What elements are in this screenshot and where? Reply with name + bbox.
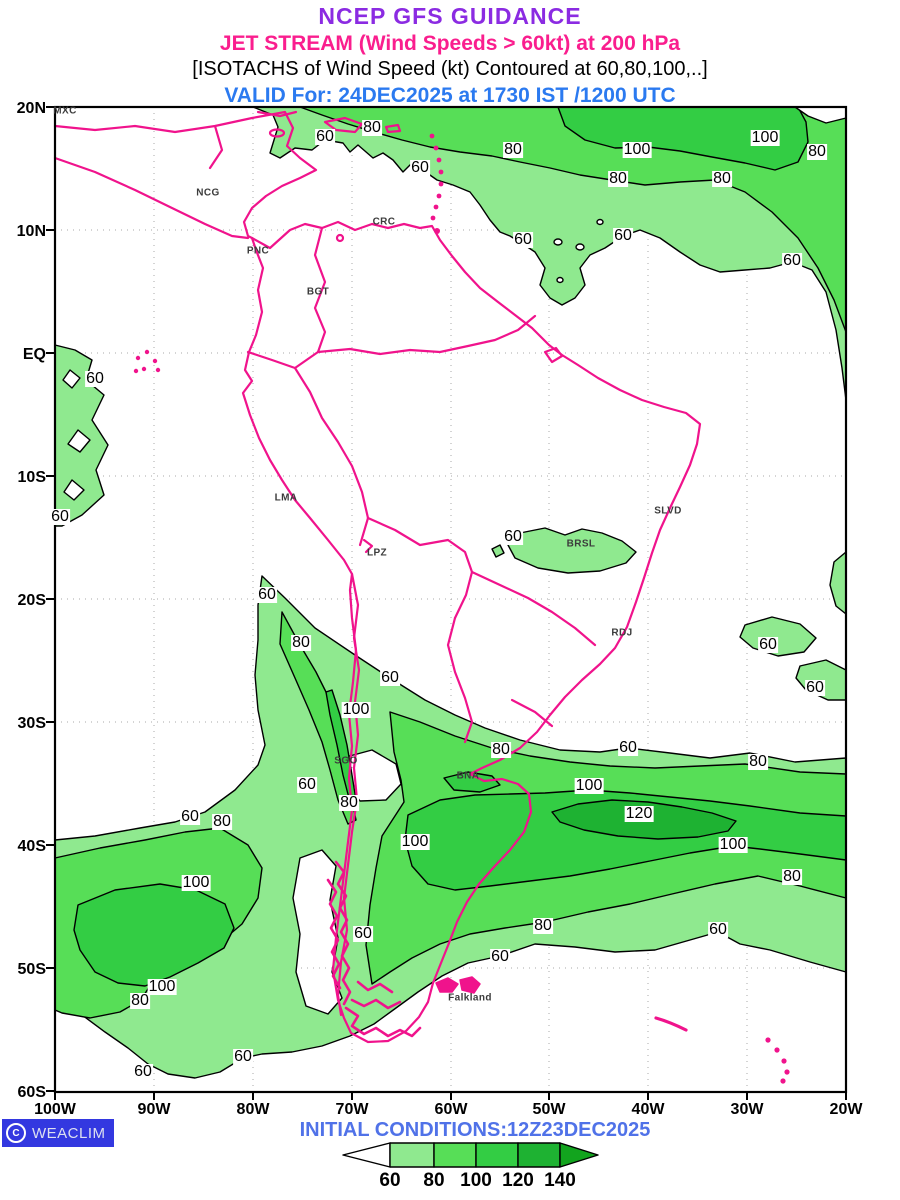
south-america-coast <box>241 220 702 1044</box>
legend-box-80 <box>433 1142 477 1168</box>
isotach-100-bna-patch <box>443 771 501 793</box>
lat-tick-50S: 50S <box>18 961 47 978</box>
isotach-100-sw-pacific <box>73 883 235 987</box>
isotach-100-atlantic-jet <box>404 789 847 891</box>
lat-tick-10N: 10N <box>17 223 46 240</box>
legend-box-60 <box>389 1142 435 1168</box>
legend-arrow-right <box>559 1142 599 1168</box>
legend-value-140: 140 <box>544 1170 576 1191</box>
legend-value-80: 80 <box>423 1170 444 1191</box>
falkland-islands <box>435 976 481 994</box>
lon-tick-90W: 90W <box>138 1101 172 1118</box>
lat-tick-60S: 60S <box>18 1084 47 1101</box>
isotach-100-caribbean <box>557 106 809 171</box>
lon-tick-80W: 80W <box>237 1101 271 1118</box>
legend-value-100: 100 <box>460 1170 492 1191</box>
lat-tick-30S: 30S <box>18 715 47 732</box>
lon-tick-60W: 60W <box>435 1101 469 1118</box>
subtitle-isotachs: [ISOTACHS of Wind Speed (kt) Contoured a… <box>192 58 708 80</box>
lon-tick-100W: 100W <box>34 1101 77 1118</box>
page-title: NCEP GFS GUIDANCE <box>318 3 582 29</box>
isotach-60-patch <box>739 616 817 657</box>
isotach-60-brazil <box>507 527 637 574</box>
lat-tick-10S: 10S <box>18 469 47 486</box>
lat-tick-40S: 40S <box>18 838 47 855</box>
initial-conditions-line: INITIAL CONDITIONS:12Z23DEC2025 <box>299 1119 651 1141</box>
lon-tick-70W: 70W <box>336 1101 370 1118</box>
wind-speed-legend: 60 80 100 120 140 <box>342 1142 599 1191</box>
lat-tick-20N: 20N <box>17 100 46 117</box>
south-sandwich-islands <box>765 1037 790 1084</box>
galapagos-islands <box>133 349 161 374</box>
coastlines-borders <box>53 110 790 1084</box>
subtitle-jet-stream: JET STREAM (Wind Speeds > 60kt) at 200 h… <box>219 32 681 55</box>
legend-value-60: 60 <box>379 1170 400 1191</box>
legend-arrow-left <box>342 1142 391 1168</box>
lon-tick-30W: 30W <box>731 1101 765 1118</box>
grid-lines <box>55 107 846 1092</box>
legend-box-120 <box>517 1142 561 1168</box>
fjords <box>326 860 422 1038</box>
copyright-circle-icon: C <box>6 1123 26 1143</box>
lon-tick-20W: 20W <box>830 1101 864 1118</box>
lon-tick-50W: 50W <box>533 1101 567 1118</box>
isotach-80-coastal <box>279 611 357 825</box>
antilles-islands <box>429 133 444 234</box>
lat-tick-EQ: EQ <box>23 346 46 363</box>
lat-tick-20S: 20S <box>18 592 47 609</box>
weaclim-logo-text: WEACLIM <box>32 1124 106 1142</box>
legend-box-100 <box>475 1142 519 1168</box>
valid-time-line: VALID For: 24DEC2025 at 1730 IST /1200 U… <box>224 84 676 107</box>
weaclim-logo: C WEACLIM <box>2 1119 114 1147</box>
lon-tick-40W: 40W <box>632 1101 666 1118</box>
isotach-60-patch <box>829 551 847 615</box>
legend-value-120: 120 <box>502 1170 534 1191</box>
isotach-60-patch <box>795 659 847 701</box>
